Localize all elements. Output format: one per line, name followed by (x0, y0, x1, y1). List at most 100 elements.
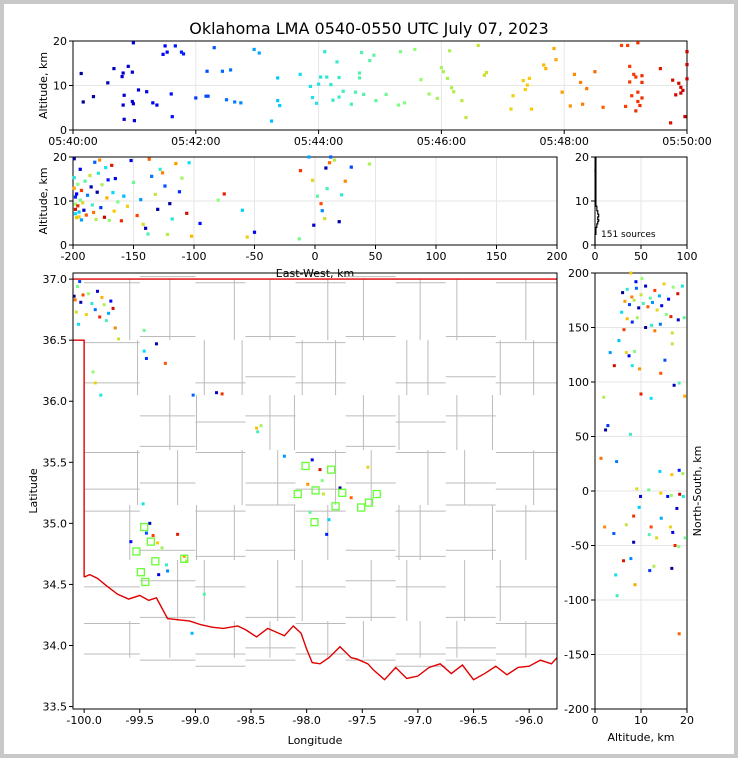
data-point (368, 58, 372, 63)
data-point (158, 167, 162, 171)
data-point (82, 208, 86, 212)
data-point (682, 316, 686, 320)
data-point (402, 101, 407, 105)
data-point (630, 320, 634, 324)
data-point (156, 541, 160, 545)
data-point (81, 100, 85, 104)
data-point (627, 354, 631, 358)
data-point (640, 74, 644, 78)
data-point (185, 211, 189, 215)
data-point (105, 196, 109, 200)
data-point (673, 544, 677, 547)
data-point (329, 155, 333, 159)
data-point (327, 161, 332, 165)
x-tick-label: -100 (182, 250, 207, 263)
data-point (315, 194, 320, 198)
x-tick-label: -97.0 (404, 714, 432, 727)
data-point (452, 90, 456, 94)
data-point (141, 502, 145, 506)
data-point (168, 202, 172, 206)
data-point (372, 53, 376, 57)
x-tick-label: 0 (312, 250, 319, 263)
data-point (239, 101, 243, 105)
data-point (668, 525, 672, 529)
data-point (647, 488, 651, 492)
data-point (666, 494, 670, 498)
data-point (608, 351, 612, 355)
data-point (170, 115, 174, 119)
data-point (317, 82, 321, 86)
data-point (683, 115, 687, 119)
data-point (310, 178, 315, 182)
data-point (139, 198, 143, 202)
data-point (441, 70, 446, 74)
lma-station (331, 502, 340, 511)
data-point (94, 217, 98, 222)
data-point (144, 531, 148, 535)
data-point (637, 306, 641, 310)
data-point (619, 43, 624, 48)
lma-station (146, 537, 156, 546)
data-point (79, 188, 84, 193)
data-point (639, 293, 643, 297)
data-point (72, 176, 76, 180)
data-point (638, 103, 642, 108)
data-point (156, 207, 160, 211)
y-tick-label: 20 (575, 151, 589, 164)
data-point (228, 68, 233, 72)
data-point (676, 318, 680, 322)
data-point (327, 518, 331, 522)
data-point (621, 291, 625, 295)
data-point (599, 456, 603, 460)
data-point (129, 540, 133, 544)
data-point (651, 300, 654, 304)
data-point (603, 525, 607, 529)
data-point (173, 44, 177, 48)
data-point (131, 180, 136, 185)
data-point (445, 76, 450, 80)
y-tick-label: 0 (60, 124, 67, 137)
data-point (144, 356, 148, 360)
data-point (90, 302, 94, 306)
data-point (252, 230, 257, 234)
data-point (176, 532, 180, 536)
data-point (560, 90, 564, 94)
data-point (165, 50, 169, 54)
data-point (240, 208, 244, 212)
data-point (276, 99, 280, 103)
x-tick-label: 100 (677, 250, 698, 263)
data-point (676, 292, 680, 296)
data-point (77, 210, 81, 214)
data-point (677, 81, 681, 85)
data-point (672, 383, 676, 387)
data-point (73, 195, 78, 199)
data-point (620, 310, 624, 314)
data-point (640, 80, 644, 84)
y-axis-label: Latitude (27, 468, 40, 514)
data-point (683, 394, 687, 398)
altitude-northsouth-panel: 0 10 20 -200 -150 -100 -50 0 50 100 150 200 Altitude… (564, 267, 704, 744)
data-point (91, 370, 95, 374)
x-tick-label: -96.5 (459, 714, 487, 727)
data-point (554, 58, 558, 62)
data-point (160, 546, 164, 550)
data-point (359, 50, 364, 55)
x-tick-label: 50 (369, 250, 383, 263)
data-point (671, 78, 675, 82)
data-point (634, 109, 638, 113)
data-point (630, 295, 634, 299)
data-point (224, 98, 229, 102)
data-point (144, 226, 148, 230)
data-point (685, 77, 689, 81)
data-point (90, 203, 94, 207)
data-point (79, 71, 83, 76)
data-point (552, 46, 556, 51)
data-point (624, 104, 628, 109)
data-point (216, 198, 220, 202)
data-point (184, 559, 188, 563)
data-point (276, 76, 280, 80)
data-point (677, 545, 681, 549)
data-point (96, 171, 101, 175)
data-point (659, 371, 663, 375)
data-point (117, 337, 121, 341)
